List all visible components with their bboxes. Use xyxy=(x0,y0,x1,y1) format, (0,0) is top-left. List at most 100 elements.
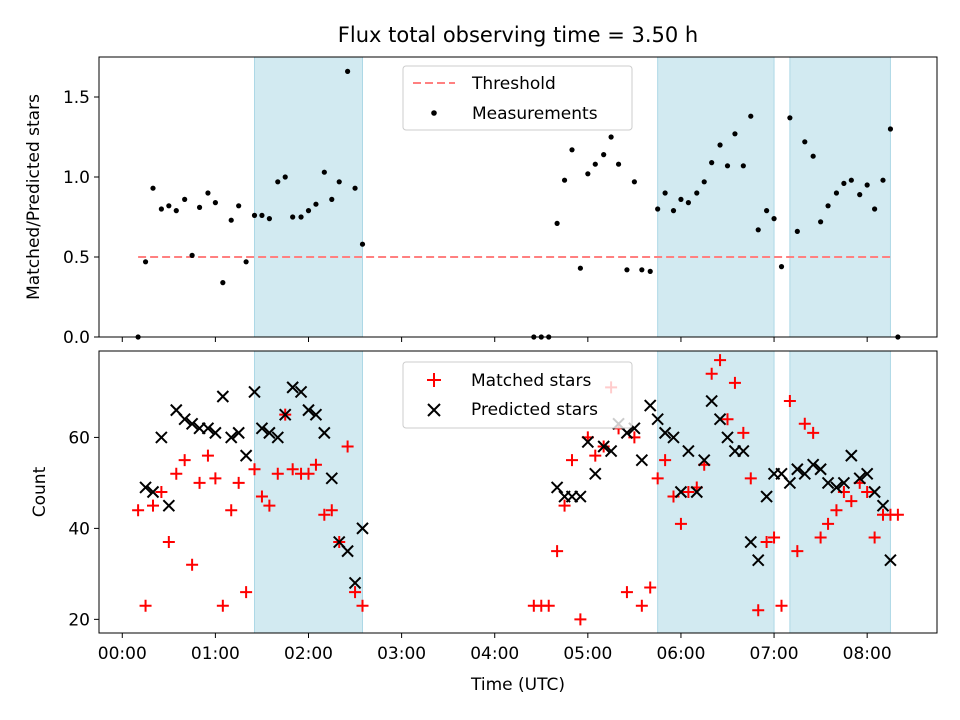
predicted-star-point xyxy=(830,481,843,494)
bottom-xtick-label: 04:00 xyxy=(470,644,519,664)
matched-star-point xyxy=(216,599,229,612)
predicted-star-point xyxy=(620,426,634,440)
predicted-star-point xyxy=(286,381,299,394)
bottom-y-axis: 20 40 60 xyxy=(68,428,99,630)
predicted-star-point xyxy=(248,385,261,399)
predicted-star-point xyxy=(185,417,199,430)
matched-star-point xyxy=(325,504,338,517)
matched-star-point xyxy=(132,504,145,517)
bottom-panel-data xyxy=(132,354,904,626)
measurement-point xyxy=(748,113,754,119)
predicted-star-point xyxy=(644,399,657,412)
top-ytick-label: 0.5 xyxy=(63,248,90,268)
matched-star-point xyxy=(193,476,206,489)
measurement-point xyxy=(275,179,281,185)
bottom-ylabel: Count xyxy=(30,466,50,517)
matched-star-point xyxy=(356,599,369,612)
bottom-x-axis: 00:00 01:00 02:00 03:00 04:00 05:00 06:00 07:00… xyxy=(98,633,892,664)
predicted-star-point xyxy=(232,426,245,440)
measurement-point xyxy=(647,268,653,274)
matched-star-point xyxy=(263,499,276,512)
matched-star-point xyxy=(682,486,695,498)
predicted-star-point xyxy=(744,535,757,549)
measurement-point xyxy=(694,190,700,196)
threshold-legend-label: Threshold xyxy=(471,74,556,94)
bottom-xtick-label: 05:00 xyxy=(563,644,612,664)
matched-star-point xyxy=(240,586,253,599)
predicted-star-point xyxy=(309,408,323,421)
measurement-point xyxy=(608,134,614,140)
measurement-point xyxy=(336,179,342,185)
predicted-star-point xyxy=(667,431,680,444)
matched-legend-swatch xyxy=(427,373,441,387)
predicted-star-point xyxy=(690,485,703,499)
predicted-star-point xyxy=(581,435,595,449)
predicted-star-point xyxy=(721,431,734,444)
predicted-star-point xyxy=(604,444,618,458)
predicted-star-point xyxy=(853,472,866,485)
predicted-star-point xyxy=(845,449,858,462)
predicted-star-point xyxy=(737,444,750,458)
matched-star-point xyxy=(186,558,199,571)
predicted-star-point xyxy=(783,476,797,490)
top-panel: 0.0 0.5 1.0 1.5 Matched/Predicted stars Thr… xyxy=(24,56,938,348)
measurement-point xyxy=(802,139,808,145)
matched-star-point xyxy=(721,413,734,426)
predicted-star-point xyxy=(705,394,718,408)
bottom-legend: Matched stars Predicted stars xyxy=(402,361,633,429)
predicted-star-point xyxy=(589,467,602,481)
matched-star-point xyxy=(868,531,881,544)
measurement-point xyxy=(345,68,351,74)
predicted-star-point xyxy=(658,426,672,440)
predicted-star-point xyxy=(302,403,315,417)
shaded-interval xyxy=(253,350,364,634)
measurement-point xyxy=(282,174,288,180)
matched-star-point xyxy=(341,440,354,453)
measurement-point xyxy=(732,131,738,137)
predicted-star-point xyxy=(713,413,727,426)
measurement-point xyxy=(778,264,785,270)
top-panel-frame xyxy=(98,56,938,338)
measurement-point xyxy=(220,280,226,286)
measurement-point xyxy=(794,228,800,234)
matched-star-point xyxy=(768,531,781,544)
top-x-ticks xyxy=(121,337,868,342)
measurement-point xyxy=(841,180,847,186)
chart-title: Flux total observing time = 3.50 h xyxy=(338,23,698,47)
measurement-point xyxy=(872,206,878,212)
measurement-point xyxy=(305,208,312,214)
matched-star-point xyxy=(705,367,718,380)
measurement-point xyxy=(771,216,777,222)
matched-star-point xyxy=(783,395,796,408)
measurement-point xyxy=(585,171,591,177)
top-ytick-label: 1.0 xyxy=(63,168,90,188)
matched-star-point xyxy=(209,472,222,485)
predicted-star-point xyxy=(294,385,308,399)
shaded-interval xyxy=(789,56,891,338)
predicted-star-point xyxy=(868,485,881,499)
matched-star-point xyxy=(162,536,175,549)
matched-star-point xyxy=(635,599,648,612)
measurement-point xyxy=(825,203,831,209)
measurement-point xyxy=(313,201,319,207)
measurement-point xyxy=(173,208,179,214)
predicted-star-point xyxy=(806,458,820,471)
matched-star-point xyxy=(845,495,858,508)
measurements-legend-swatch xyxy=(431,110,437,116)
measurement-point xyxy=(251,212,258,218)
matched-star-point xyxy=(760,536,773,549)
matched-star-point xyxy=(558,499,571,512)
predicted-legend-swatch xyxy=(427,403,441,417)
measurement-point xyxy=(569,147,575,153)
bottom-ytick-label: 20 xyxy=(68,610,90,630)
bottom-legend-box xyxy=(402,361,633,429)
measurement-point xyxy=(243,259,249,265)
measurement-point xyxy=(189,252,195,258)
matched-star-point xyxy=(139,599,152,612)
measurement-point xyxy=(764,208,770,214)
measurement-point xyxy=(631,179,637,185)
predicted-star-point xyxy=(752,554,765,567)
matched-star-point xyxy=(651,472,664,485)
predicted-star-point xyxy=(821,476,835,490)
measurement-point xyxy=(554,220,560,226)
